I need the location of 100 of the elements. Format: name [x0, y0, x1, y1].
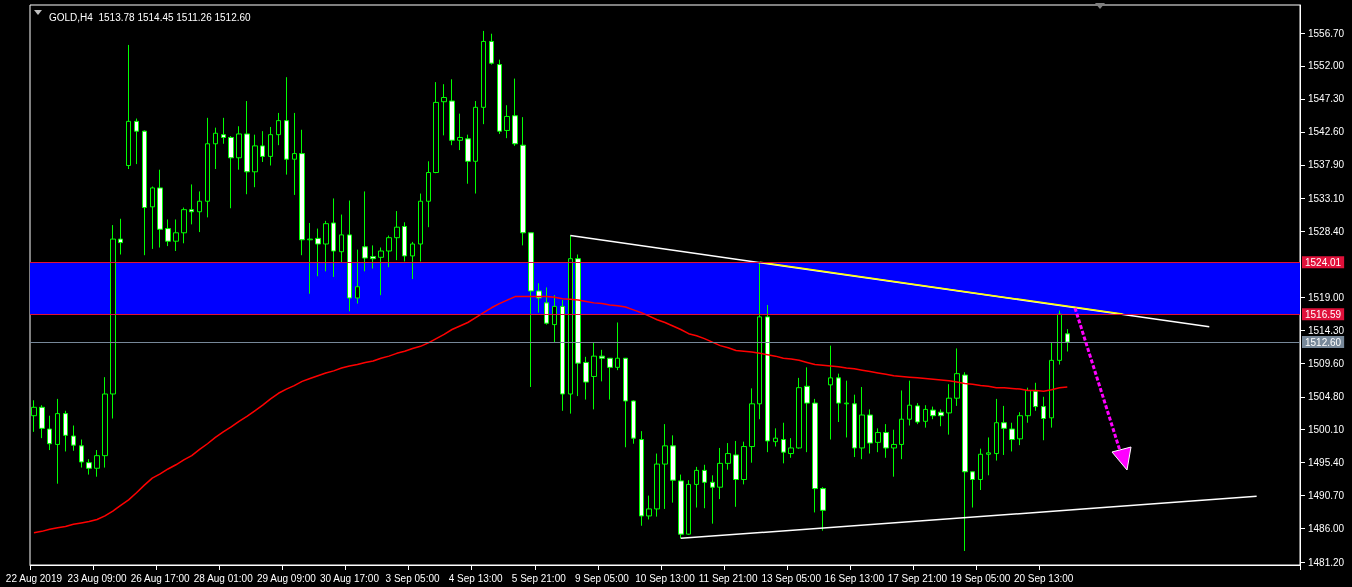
candlestick: [560, 299, 565, 412]
candlestick: [307, 222, 313, 295]
candlestick: [583, 356, 589, 401]
candlestick: [489, 33, 494, 66]
candlestick: [339, 214, 344, 264]
candlestick: [63, 410, 68, 452]
y-tick-label: 1552.00: [1308, 60, 1345, 72]
candlestick: [954, 347, 960, 407]
y-tick-label: 1556.70: [1308, 27, 1345, 39]
candlestick: [157, 169, 163, 248]
candlestick: [315, 228, 321, 277]
candlestick: [994, 398, 999, 462]
candlestick: [47, 415, 52, 451]
x-tick-label: 5 Sep 21:00: [511, 572, 567, 584]
y-tick-label: 1490.70: [1308, 490, 1345, 502]
candlestick: [426, 160, 431, 228]
candlestick: [55, 398, 60, 485]
candlestick: [1001, 405, 1007, 456]
candlestick: [528, 232, 534, 388]
candlestick: [852, 394, 857, 458]
candlestick: [631, 399, 636, 445]
candlestick: [118, 218, 123, 256]
candlestick: [441, 83, 447, 136]
candlestick: [473, 100, 478, 195]
x-tick-label: 22 Aug 2019: [5, 572, 63, 584]
y-tick-label: 1533.10: [1308, 192, 1345, 204]
candlestick: [410, 241, 415, 280]
x-tick-label: 16 Sep 13:00: [824, 572, 885, 584]
y-tick-label: 1486.00: [1308, 523, 1345, 535]
candlestick: [552, 294, 557, 343]
candlestick: [252, 134, 258, 188]
candlestick: [418, 193, 423, 263]
candlestick: [31, 399, 37, 433]
x-tick-label: 19 Sep 05:00: [950, 572, 1011, 584]
candlestick: [134, 118, 139, 165]
y-tick-label: 1514.30: [1308, 324, 1345, 336]
candlestick: [804, 366, 810, 453]
candlestick: [883, 423, 889, 459]
line-series: [33, 295, 1069, 534]
candlestick: [867, 408, 873, 455]
candlestick: [197, 190, 202, 233]
candlestick: [110, 224, 116, 420]
candlestick: [433, 81, 439, 174]
candlestick: [536, 282, 542, 314]
candlestick: [481, 30, 486, 125]
candlestick: [662, 423, 668, 510]
candlestick: [205, 117, 210, 218]
y-tick-label: 1504.80: [1308, 391, 1345, 403]
candlestick: [591, 342, 597, 410]
candlestick: [276, 112, 281, 146]
x-tick-label: 13 Sep 05:00: [761, 572, 822, 584]
candlestick: [607, 357, 613, 401]
candlestick: [102, 376, 108, 469]
y-tick-label: 1500.10: [1308, 424, 1345, 436]
candlestick: [299, 129, 305, 256]
candlestick: [323, 220, 329, 272]
candlestick: [331, 197, 336, 278]
candlestick: [1017, 411, 1023, 446]
y-tick-label: 1481.20: [1308, 556, 1345, 568]
candlestick: [915, 402, 920, 425]
candlestick: [812, 398, 818, 513]
candlestick: [891, 429, 897, 478]
candlestick: [520, 116, 526, 246]
y-tick-label: 1519.00: [1308, 291, 1345, 303]
candlestick: [568, 235, 573, 415]
candlestick: [670, 434, 676, 504]
candlestick: [544, 286, 549, 326]
candlestick: [741, 441, 747, 485]
candlestick: [79, 439, 84, 469]
candlestick: [1041, 396, 1046, 441]
candlestick: [615, 322, 620, 371]
candlestick: [639, 430, 644, 527]
candlestick: [978, 448, 983, 491]
candlestick: [781, 422, 786, 464]
candlestick: [94, 449, 100, 478]
x-tick-label: 9 Sep 05:00: [574, 572, 630, 584]
candlestick: [930, 406, 936, 420]
y-tick-label: 1542.60: [1308, 126, 1345, 138]
candlestick: [386, 235, 392, 268]
x-tick-label: 26 Aug 17:00: [130, 572, 191, 584]
candlestick: [150, 186, 155, 250]
candlestick: [828, 345, 833, 441]
candlestick: [938, 408, 944, 427]
candlestick: [773, 427, 778, 448]
candlestick: [1009, 422, 1015, 452]
candlestick: [292, 112, 297, 196]
candlestick: [221, 117, 226, 145]
candlestick: [394, 210, 400, 261]
candlestick: [457, 113, 463, 151]
candlestick: [86, 458, 92, 476]
x-tick-label: 17 Sep 21:00: [887, 572, 948, 584]
y-tick-label: 1495.40: [1308, 457, 1345, 469]
candlestick: [268, 126, 273, 166]
candlestick: [1065, 328, 1070, 353]
candlestick: [181, 207, 187, 244]
candlestick: [575, 254, 581, 397]
x-tick-label: 20 Sep 13:00: [1013, 572, 1074, 584]
candlestick: [970, 471, 975, 509]
candlestick: [236, 125, 242, 171]
candlestick: [370, 244, 376, 270]
